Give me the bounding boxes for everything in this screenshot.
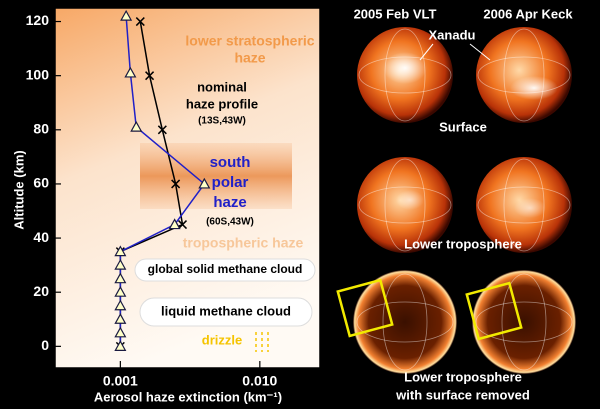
x-tick-label: 0.010	[242, 373, 277, 389]
plot-frame	[54, 7, 321, 369]
annotation: lower stratospheric	[185, 33, 314, 49]
y-tick-label: 40	[33, 229, 49, 245]
annotation: drizzle	[202, 332, 242, 347]
annotation: haze profile	[186, 96, 258, 111]
data-point	[114, 340, 127, 351]
data-point	[114, 299, 127, 311]
feature-label: Xanadu	[429, 27, 476, 42]
annotation: haze	[213, 194, 246, 211]
data-point	[135, 17, 145, 27]
row-caption: Surface	[439, 119, 487, 134]
column-title: 2006 Apr Keck	[483, 6, 573, 21]
data-point	[157, 125, 167, 135]
image-panels	[336, 27, 576, 374]
titan-image	[353, 27, 576, 374]
solid-cloud-layer	[134, 258, 316, 282]
annotation: (13S,43W)	[198, 116, 246, 127]
annotation: south	[210, 154, 251, 171]
liquid-cloud-layer	[139, 297, 313, 327]
polar-haze-band	[140, 143, 292, 209]
data-point	[114, 258, 127, 270]
row-caption: Lower troposphere	[404, 236, 522, 251]
data-point	[114, 326, 127, 338]
data-point	[130, 120, 143, 132]
row-caption: with surface removed	[395, 387, 530, 402]
annotation: (60S,43W)	[206, 217, 254, 228]
data-point	[114, 245, 127, 257]
data-point	[114, 285, 127, 297]
data-point	[145, 71, 155, 81]
x-tick-label: 0.001	[103, 373, 138, 389]
annotation: haze	[234, 50, 265, 66]
data-point	[114, 272, 127, 284]
y-axis-label: Altitude (km)	[11, 150, 26, 229]
data-point	[198, 177, 211, 189]
annotation: tropospheric haze	[183, 235, 304, 251]
data-point	[114, 313, 127, 324]
data-point	[124, 66, 137, 78]
y-tick-label: 0	[41, 337, 49, 353]
column-title: 2005 Feb VLT	[354, 6, 437, 21]
row-caption: Lower troposphere	[404, 369, 522, 384]
y-tick-label: 120	[26, 12, 50, 28]
coordinate-grid	[356, 28, 573, 371]
annotation: liquid methane cloud	[161, 303, 291, 318]
annotation: global solid methane cloud	[148, 262, 303, 276]
data-point	[168, 218, 181, 230]
series-layer	[114, 9, 211, 351]
y-tick-label: 60	[33, 175, 49, 191]
data-point	[177, 220, 188, 230]
selection-box	[336, 278, 523, 341]
annotation: nominal	[197, 79, 247, 94]
plot-area	[55, 8, 320, 368]
y-tick-label: 20	[33, 283, 49, 299]
y-tick-label: 80	[33, 121, 49, 137]
y-tick-label: 100	[26, 66, 50, 82]
x-axis-label: Aerosol haze extinction (km⁻¹)	[94, 389, 282, 404]
pointer-line	[419, 43, 491, 61]
data-point	[120, 9, 133, 21]
data-point	[171, 179, 181, 189]
annotation: polar	[212, 174, 249, 191]
